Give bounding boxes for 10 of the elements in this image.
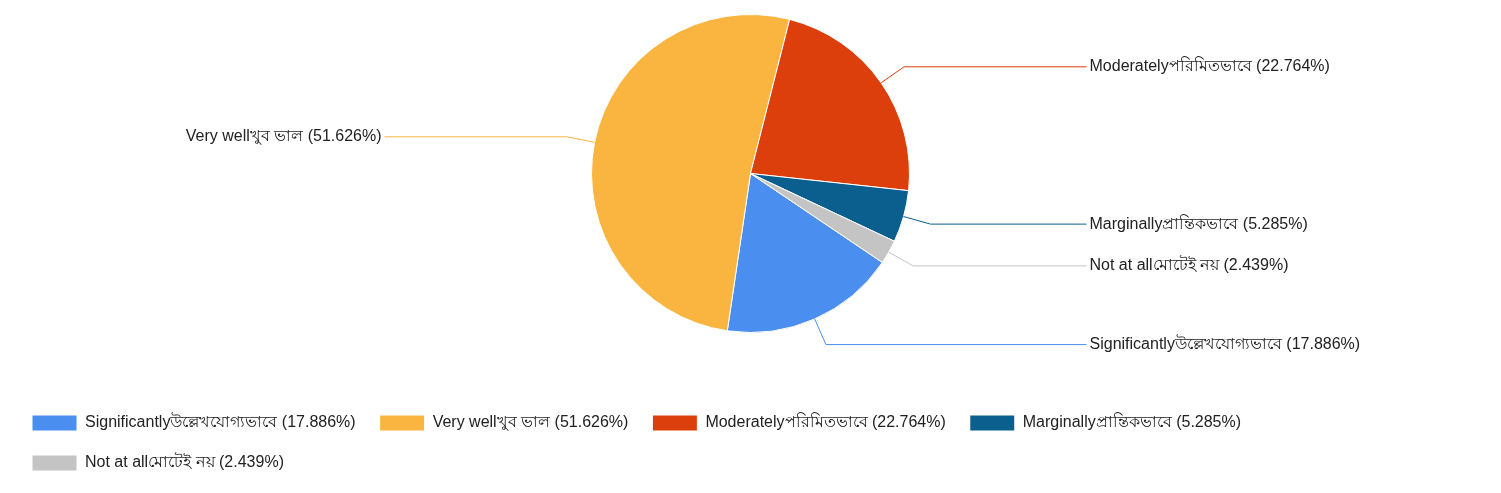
legend-label: Not at allমোটেই নয় (2.439%) <box>85 452 284 471</box>
slice-label: Marginallyপ্রান্তিকভাবে (5.285%) <box>1089 213 1308 232</box>
legend-label: Marginallyপ্রান্তিকভাবে (5.285%) <box>1022 412 1242 431</box>
slice-label: Significantlyউল্লেখযোগ্যভাবে (17.886%) <box>1089 334 1361 352</box>
legend-label: Moderatelyপরিমিতভাবে (22.764%) <box>705 412 946 431</box>
legend-label: Very wellখুব ভাল (51.626%) <box>432 413 629 432</box>
slice-label: Very wellখুব ভাল (51.626%) <box>185 127 382 146</box>
slice-label: Moderatelyপরিমিতভাবে (22.764%) <box>1089 56 1330 75</box>
slice-label: Not at allমোটেই নয় (2.439%) <box>1089 255 1289 274</box>
legend-label: Significantlyউল্লেখযোগ্যভাবে (17.886%) <box>85 412 356 431</box>
